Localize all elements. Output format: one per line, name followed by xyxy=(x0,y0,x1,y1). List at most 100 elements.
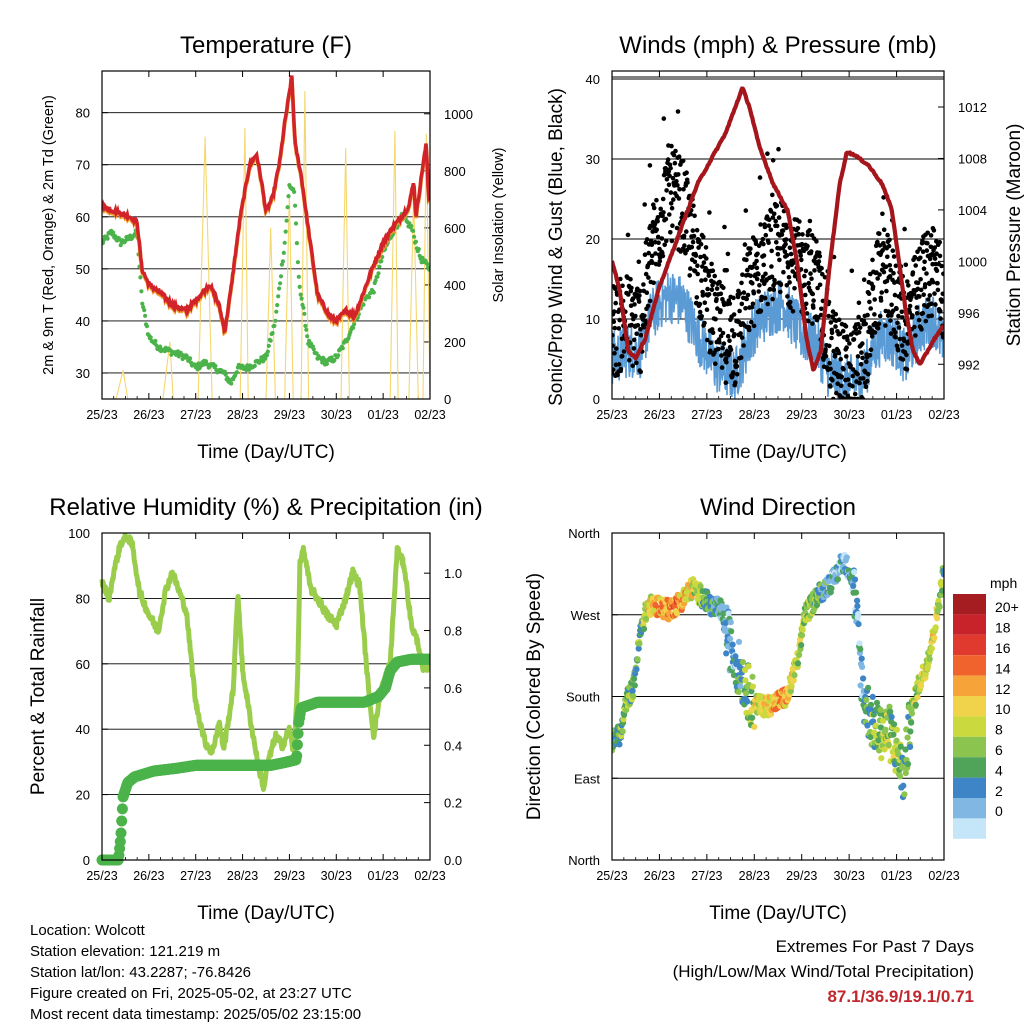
gust-point xyxy=(717,327,723,333)
gust-point xyxy=(766,240,771,245)
gust-point xyxy=(806,318,811,324)
gust-point xyxy=(918,287,924,293)
gust-point xyxy=(690,239,696,245)
gust-point xyxy=(820,271,825,277)
direction-point xyxy=(886,703,893,710)
gust-point xyxy=(660,253,666,259)
gust-point xyxy=(835,381,840,387)
direction-point xyxy=(855,611,862,618)
gust-point xyxy=(761,262,766,268)
direction-point xyxy=(934,615,941,622)
gust-point xyxy=(706,292,712,297)
gust-point xyxy=(763,232,769,238)
dewpoint-point xyxy=(266,343,271,348)
y-tick-label: 10 xyxy=(586,312,600,327)
dewpoint-point xyxy=(411,228,416,233)
colorbar-label: 16 xyxy=(995,640,1011,656)
direction-point xyxy=(880,717,887,724)
gust-point xyxy=(697,309,703,315)
gust-point xyxy=(719,365,725,370)
direction-point xyxy=(901,791,908,798)
gust-point xyxy=(787,280,792,285)
gust-point xyxy=(811,298,816,303)
dewpoint-point xyxy=(282,240,287,245)
gust-point xyxy=(836,350,842,356)
gust-point xyxy=(934,268,940,274)
gust-point xyxy=(786,275,792,280)
y-right-tick-label: 1008 xyxy=(958,151,987,166)
gust-point xyxy=(738,331,743,336)
gust-point xyxy=(770,296,775,302)
gust-point xyxy=(689,244,695,250)
gust-point xyxy=(664,238,669,244)
gust-point xyxy=(771,211,777,217)
gust-point xyxy=(906,283,911,288)
winds-panel: Winds (mph) & Pressure (mb) Time (Day/UTC… xyxy=(546,32,1024,463)
gust-point xyxy=(931,228,937,233)
temp-series xyxy=(102,75,430,399)
direction-point xyxy=(887,708,894,715)
x-tick-label: 25/23 xyxy=(596,869,627,883)
gust-point xyxy=(671,197,676,202)
gust-point xyxy=(629,285,634,291)
gust-point xyxy=(932,245,938,250)
colorbar-label: 0 xyxy=(995,803,1003,819)
gust-point xyxy=(615,372,620,378)
gust-point xyxy=(796,232,802,237)
gust-point xyxy=(847,341,852,346)
direction-point xyxy=(640,625,648,633)
gust-point xyxy=(748,273,753,279)
gust-point xyxy=(883,264,889,270)
gust-point xyxy=(663,216,669,222)
gust-point xyxy=(893,334,898,340)
gust-point xyxy=(654,227,659,233)
direction-point xyxy=(882,726,889,733)
colorbar-label: 12 xyxy=(995,681,1011,697)
colorbar-swatch xyxy=(953,614,986,635)
gust-point xyxy=(890,248,896,253)
plot-frame xyxy=(101,70,431,400)
gust-point xyxy=(733,380,738,385)
direction-point xyxy=(888,713,895,721)
gust-point xyxy=(856,314,861,320)
gust-point xyxy=(712,273,717,279)
y-right-tick-label: 0 xyxy=(444,392,451,407)
gust-point xyxy=(829,330,835,336)
gust-point xyxy=(652,239,658,245)
temperature-title: Temperature (F) xyxy=(180,32,352,59)
temperature-xlabel: Time (Day/UTC) xyxy=(197,442,335,463)
gust-point xyxy=(935,280,940,286)
direction-point xyxy=(863,696,870,704)
gust-point xyxy=(863,384,869,390)
gust-point xyxy=(784,283,790,288)
x-tick-label: 30/23 xyxy=(834,408,865,422)
dewpoint-point xyxy=(412,234,417,239)
x-tick-label: 29/23 xyxy=(274,869,305,883)
dewpoint-point xyxy=(144,324,150,329)
gust-point xyxy=(646,250,651,256)
gust-point xyxy=(710,330,716,336)
gust-point xyxy=(829,335,834,341)
gust-point xyxy=(722,224,727,230)
gust-point xyxy=(685,180,690,185)
gust-point xyxy=(916,317,922,323)
gust-point xyxy=(877,272,882,277)
gust-point xyxy=(932,291,937,296)
gust-point xyxy=(881,269,887,275)
direction-point xyxy=(727,635,734,642)
gust-point xyxy=(816,250,822,256)
gust-point xyxy=(774,240,779,245)
gust-point xyxy=(612,309,617,314)
gust-point xyxy=(614,346,619,351)
gust-point xyxy=(714,286,720,291)
winds-ylabel: Sonic/Prop Wind & Gust (Blue, Black) xyxy=(546,88,567,406)
dewpoint-point xyxy=(223,372,228,377)
gust-point xyxy=(699,314,704,319)
gust-point xyxy=(768,209,774,214)
gust-point xyxy=(769,248,774,254)
x-tick-label: 26/23 xyxy=(644,869,675,883)
temperature-ylabel: 2m & 9m T (Red, Orange) & 2m Td (Green) xyxy=(41,95,57,375)
dewpoint-point xyxy=(153,338,158,344)
direction-point xyxy=(722,619,729,627)
colorbar-label: 18 xyxy=(995,620,1011,636)
